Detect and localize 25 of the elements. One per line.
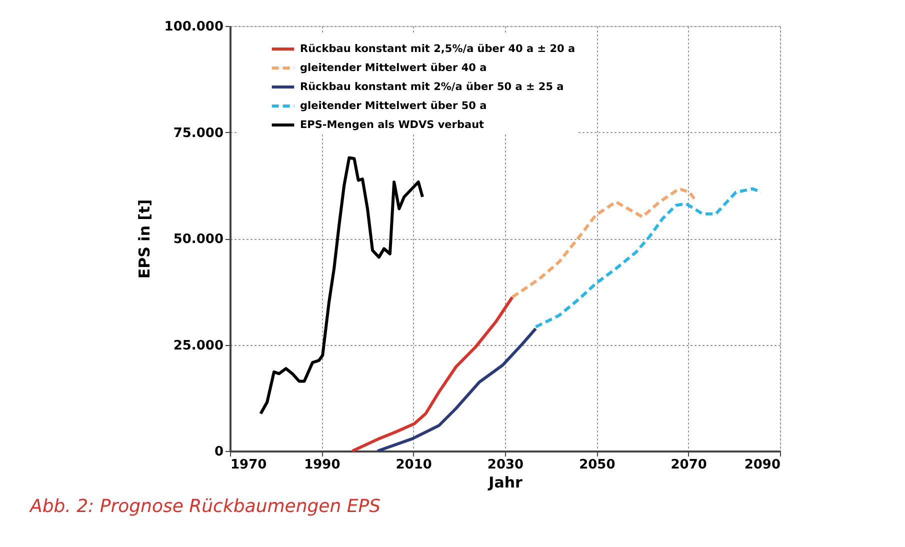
x-tick-label: 1990 <box>304 458 340 472</box>
x-tick-label: 1970 <box>230 458 267 472</box>
caption: Abb. 2: Prognose Rückbaumengen EPS <box>29 496 381 517</box>
y-tick-label: 0 <box>214 444 224 460</box>
legend-label: EPS-Mengen als WDVS verbaut <box>300 119 484 131</box>
legend-label: Rückbau konstant mit 2,5%/a über 40 a ± 20 a <box>300 43 576 55</box>
y-tick-label: 75.000 <box>173 126 224 141</box>
line-series <box>534 187 763 328</box>
line-series <box>259 156 424 416</box>
legend-label: Rückbau konstant mit 2%/a über 50 a ± 25 a <box>300 81 564 93</box>
y-axis-title: EPS in [t] <box>135 199 154 279</box>
x-tick-label: 2030 <box>487 458 524 472</box>
y-tick-label: 50.000 <box>173 232 224 247</box>
x-tick-label: 2010 <box>396 458 432 472</box>
x-axis-title: Jahr <box>488 474 523 492</box>
x-tick-label: 2070 <box>670 458 707 472</box>
line-series <box>376 327 538 452</box>
line-series <box>510 187 696 299</box>
y-tick-label: 100.000 <box>164 20 224 34</box>
legend-label: gleitender Mittelwert über 40 a <box>300 62 487 74</box>
legend-label: gleitender Mittelwert über 50 a <box>300 100 487 112</box>
y-tick-label: 25.000 <box>173 338 224 354</box>
x-tick-label: 2050 <box>579 458 616 472</box>
line-series <box>350 296 514 452</box>
x-tick-label: 2090 <box>744 458 780 472</box>
